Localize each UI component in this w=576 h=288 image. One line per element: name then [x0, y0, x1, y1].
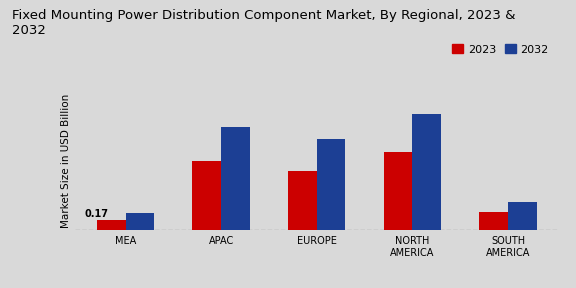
Bar	[508, 202, 537, 230]
Bar	[97, 220, 126, 230]
Bar	[221, 127, 250, 230]
Bar	[288, 171, 317, 230]
Bar	[317, 139, 346, 230]
Bar	[192, 161, 221, 230]
Bar	[126, 213, 154, 230]
Bar	[384, 152, 412, 230]
Text: 0.17: 0.17	[85, 209, 108, 219]
Y-axis label: Market Size in USD Billion: Market Size in USD Billion	[60, 94, 71, 228]
Legend: 2023, 2032: 2023, 2032	[448, 40, 553, 59]
Bar	[479, 212, 508, 230]
Bar	[412, 114, 441, 230]
Text: Fixed Mounting Power Distribution Component Market, By Regional, 2023 &
2032: Fixed Mounting Power Distribution Compon…	[12, 9, 515, 37]
